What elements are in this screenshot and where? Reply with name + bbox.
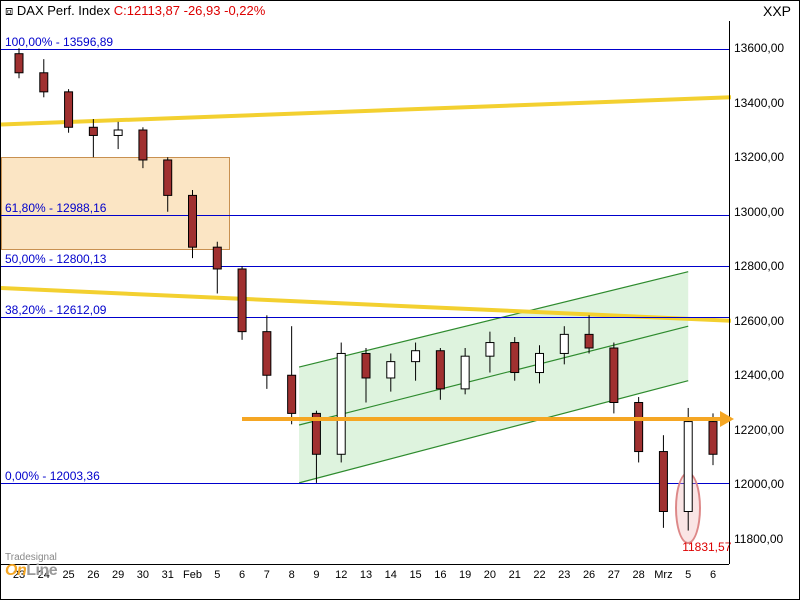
x-tick-label: 26 <box>87 569 99 581</box>
x-tick-label: 30 <box>137 569 149 581</box>
x-tick-label: 19 <box>459 569 471 581</box>
y-tick-label: 12600,00 <box>734 314 784 328</box>
watermark-logo: Tradesignal OnLine <box>5 553 57 579</box>
candle-glyph-icon: ⧈ <box>5 3 17 18</box>
x-tick-label: 5 <box>214 569 220 581</box>
chart-header: ⧈ DAX Perf. Index C:12113,87 -26,93 -0,2… <box>5 3 265 19</box>
x-tick-label: 6 <box>239 569 245 581</box>
x-tick-label: 26 <box>583 569 595 581</box>
y-axis: 13600,00 13400,00 13200,00 13000,00 12800,00… <box>729 21 799 564</box>
x-tick-label: 21 <box>509 569 521 581</box>
y-tick-label: 12800,00 <box>734 259 784 273</box>
support-arrow <box>242 417 720 421</box>
x-tick-label: 15 <box>409 569 421 581</box>
chart-change-pct: -0,22% <box>224 3 265 18</box>
x-tick-label: Mrz <box>654 569 672 581</box>
x-tick-label: 8 <box>289 569 295 581</box>
y-tick-label: 13400,00 <box>734 96 784 110</box>
y-tick-label: 13000,00 <box>734 205 784 219</box>
y-tick-label: 12200,00 <box>734 423 784 437</box>
y-tick-label: 12000,00 <box>734 477 784 491</box>
x-tick-label: 14 <box>385 569 397 581</box>
x-tick-label: 12 <box>335 569 347 581</box>
x-tick-label: 25 <box>62 569 74 581</box>
x-tick-label: Feb <box>183 569 202 581</box>
watermark-line2: OnLine <box>5 563 57 579</box>
watermark-on: On <box>5 562 26 579</box>
chart-title: DAX Perf. Index <box>17 3 110 18</box>
x-tick-label: 27 <box>608 569 620 581</box>
arrow-head-icon <box>720 411 734 427</box>
symbol-right: XXP <box>763 3 791 19</box>
x-tick-label: 9 <box>313 569 319 581</box>
chart-close: C:12113,87 <box>114 3 180 18</box>
y-tick-label: 11800,00 <box>734 532 783 546</box>
x-tick-label: 5 <box>685 569 691 581</box>
candlestick-series <box>1 21 731 566</box>
x-tick-label: 22 <box>533 569 545 581</box>
x-tick-label: 20 <box>484 569 496 581</box>
x-tick-label: 31 <box>162 569 174 581</box>
x-tick-label: 28 <box>633 569 645 581</box>
chart-change: -26,93 <box>184 3 221 18</box>
y-tick-label: 13200,00 <box>734 150 784 164</box>
x-tick-label: 13 <box>360 569 372 581</box>
x-tick-label: 7 <box>264 569 270 581</box>
plot-area[interactable]: 100,00% - 13596,8961,80% - 12988,1650,00… <box>1 21 729 564</box>
y-tick-label: 12400,00 <box>734 368 784 382</box>
watermark-line: Line <box>26 562 57 579</box>
x-tick-label: 23 <box>558 569 570 581</box>
x-tick-label: 29 <box>112 569 124 581</box>
chart-container: ⧈ DAX Perf. Index C:12113,87 -26,93 -0,2… <box>0 0 800 600</box>
x-tick-label: 6 <box>710 569 716 581</box>
x-tick-label: 16 <box>434 569 446 581</box>
y-tick-label: 13600,00 <box>734 41 784 55</box>
x-axis: 23242526293031Feb56789121314151619202122… <box>1 564 729 599</box>
